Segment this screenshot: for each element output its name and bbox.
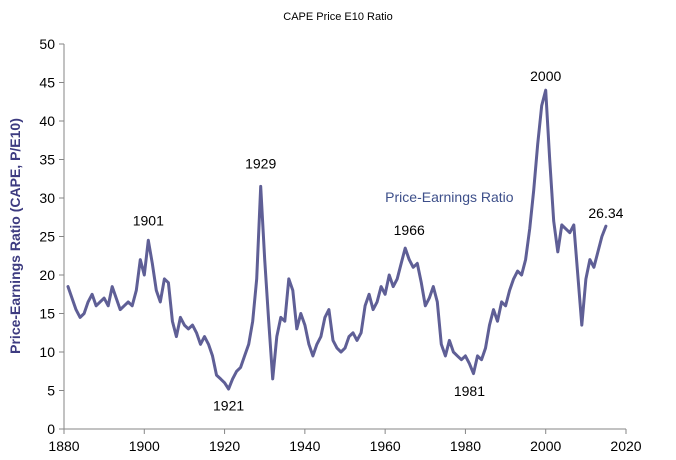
chart-title: CAPE Price E10 Ratio — [283, 11, 392, 23]
annotation-label: 1981 — [454, 383, 485, 399]
y-tick-label: 40 — [39, 113, 55, 129]
x-tick-label: 2000 — [530, 438, 561, 454]
x-tick-label: 1980 — [450, 438, 481, 454]
x-tick-label: 2020 — [610, 438, 641, 454]
y-tick-label: 25 — [39, 229, 55, 245]
y-tick-label: 45 — [39, 75, 55, 91]
annotation-label: 1921 — [213, 398, 244, 414]
annotation-label: 1929 — [245, 156, 276, 172]
y-tick-label: 15 — [39, 306, 55, 322]
y-tick-label: 10 — [39, 344, 55, 360]
y-tick-label: 0 — [47, 421, 55, 437]
y-tick-label: 50 — [39, 36, 55, 52]
x-tick-label: 1880 — [48, 438, 79, 454]
annotation-label: 1901 — [133, 213, 164, 229]
x-tick-label: 1900 — [129, 438, 160, 454]
labels-group: Price-Earnings Ratio 1901 1921 1929 1966 1981… — [133, 68, 624, 414]
annotation-label: 2000 — [530, 68, 561, 84]
x-tick-label: 1960 — [370, 438, 401, 454]
annotation-label: 26.34 — [588, 205, 623, 221]
series-group — [66, 88, 608, 391]
x-tick-label: 1940 — [289, 438, 320, 454]
y-tick-label: 20 — [39, 267, 55, 283]
series-line-0 — [66, 88, 608, 391]
y-tick-label: 35 — [39, 152, 55, 168]
y-tick-label: 30 — [39, 190, 55, 206]
axes: 0 5 10 15 20 25 30 35 40 45 50 1880 1900 1920 1940 1960… — [39, 36, 641, 454]
x-tick-label: 1920 — [209, 438, 240, 454]
series-label: Price-Earnings Ratio — [385, 189, 514, 205]
y-tick-label: 5 — [47, 383, 55, 399]
annotation-label: 1966 — [394, 222, 425, 238]
y-axis-label: Price-Earnings Ratio (CAPE, P/E10) — [7, 118, 23, 354]
